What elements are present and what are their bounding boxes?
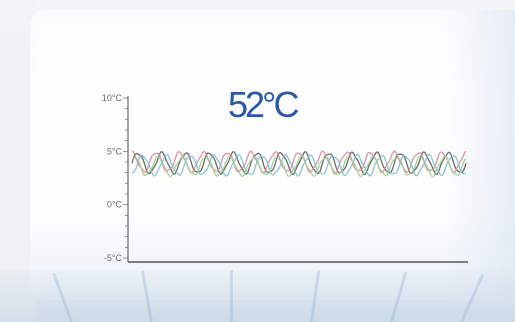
series-lines	[131, 150, 467, 178]
y-tick-label: 10°C	[102, 93, 123, 103]
y-tick-label: -5°C	[104, 253, 123, 263]
series-line	[131, 153, 467, 177]
background-glow	[445, 10, 515, 300]
y-tick-label: 0°C	[107, 200, 123, 210]
series-line	[131, 155, 467, 178]
background-floor	[0, 270, 515, 322]
chart-title: 52°C	[228, 84, 298, 125]
floor-stripe	[230, 270, 233, 322]
y-tick-label: 5°C	[107, 146, 123, 156]
y-axis	[127, 96, 468, 263]
